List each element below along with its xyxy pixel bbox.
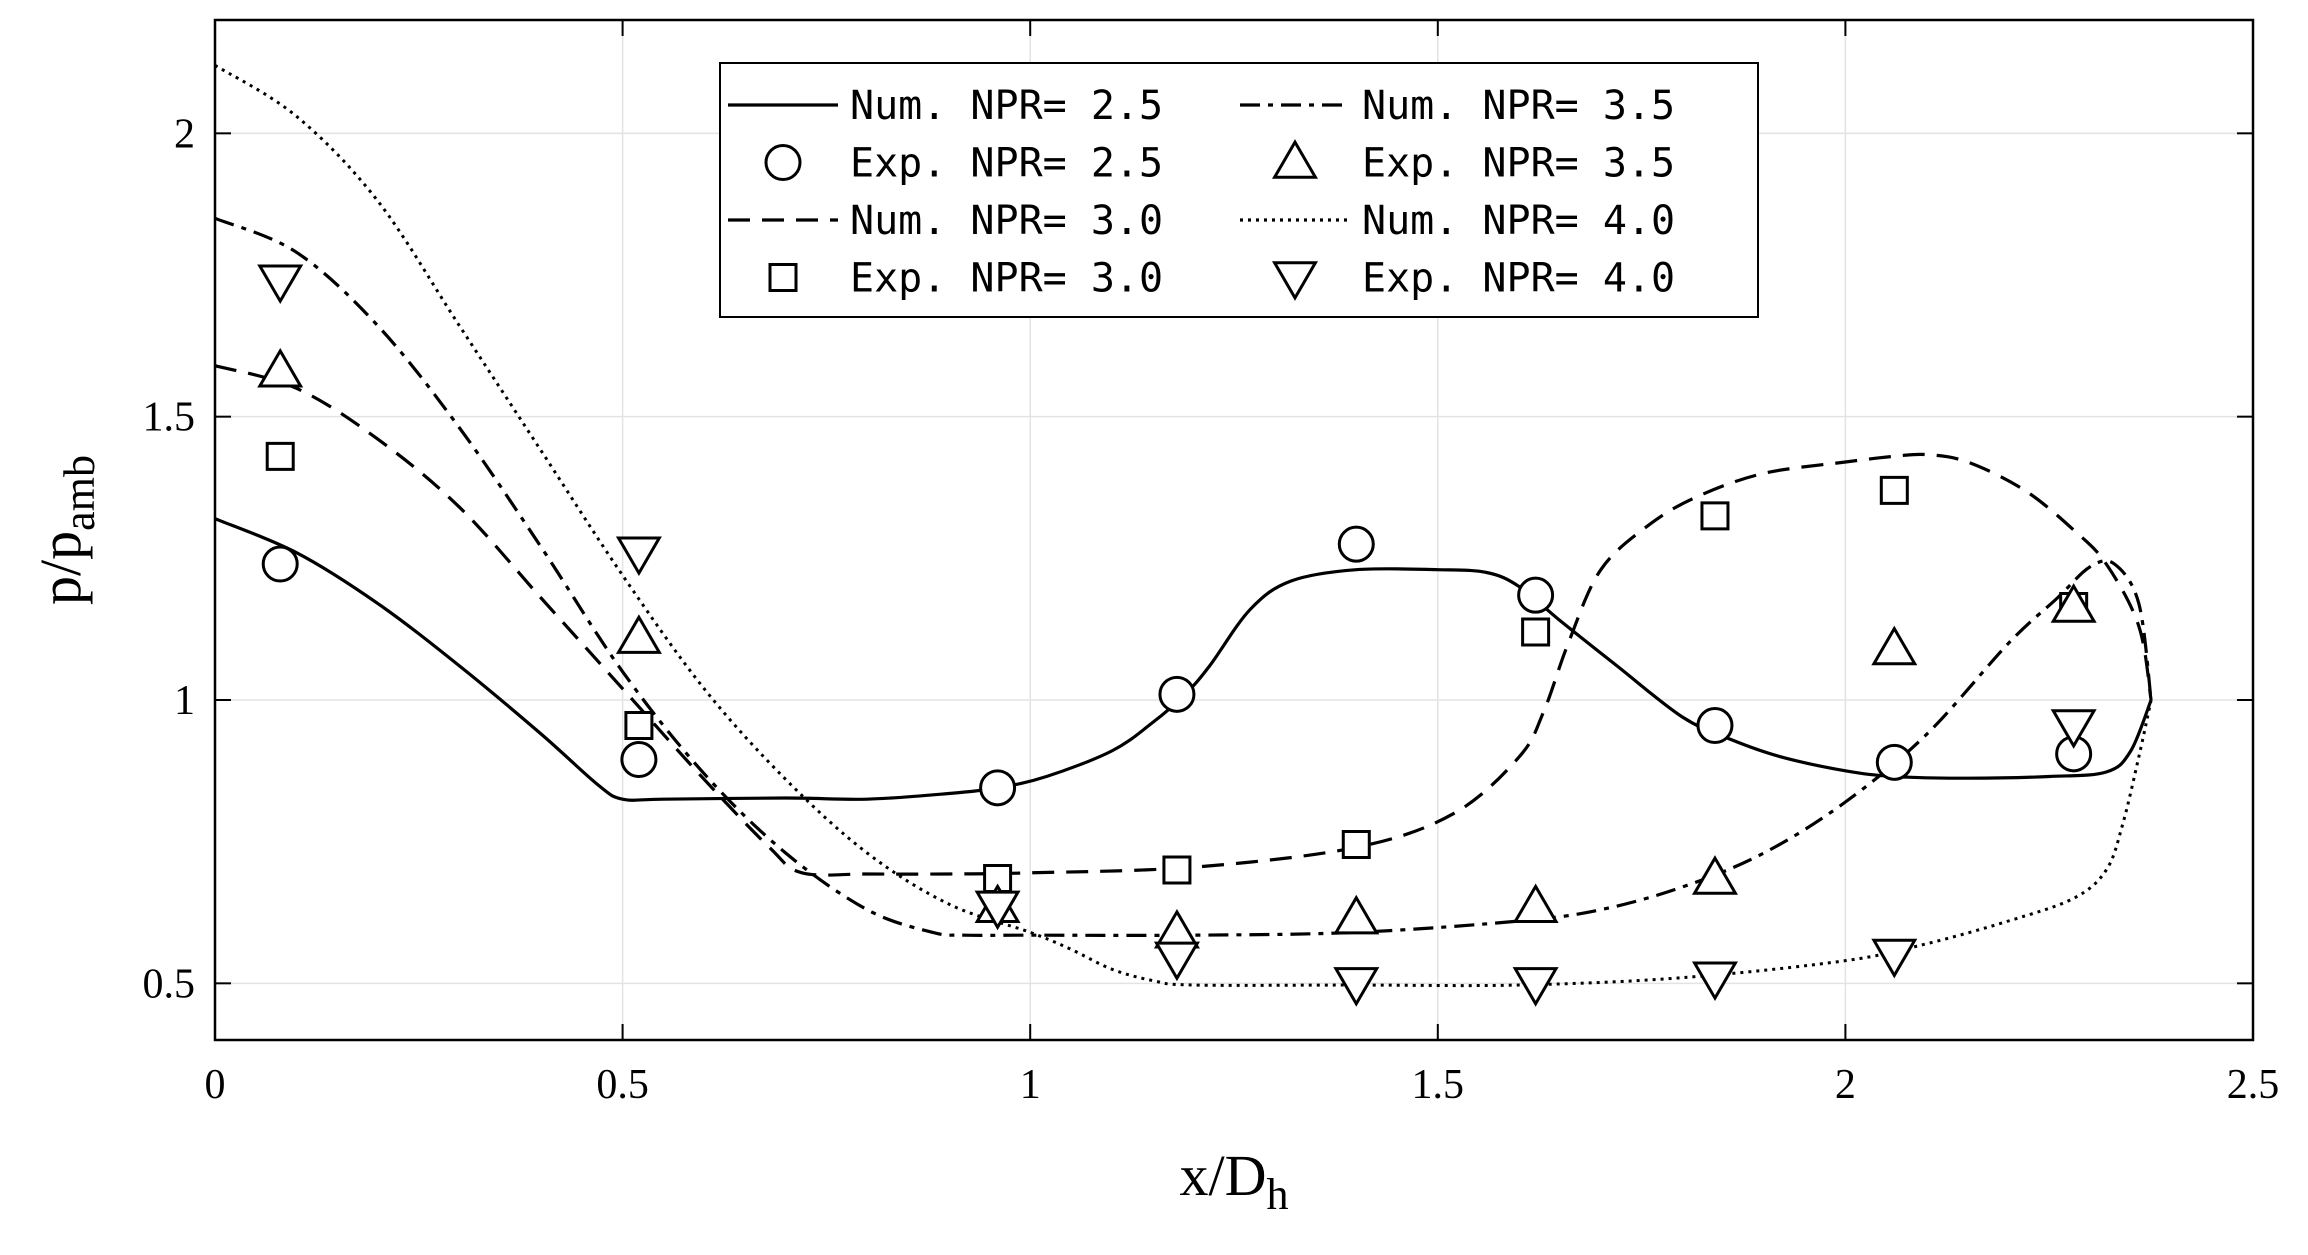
- data-point: [1521, 617, 1551, 647]
- data-point: [265, 441, 295, 471]
- data-point: [1512, 883, 1559, 924]
- y-axis-label-sub: amb: [55, 455, 104, 531]
- legend-item: Exp. NPR= 3.5: [1271, 139, 1675, 187]
- legend-marker-swatch: [1271, 261, 1319, 301]
- data-point: [620, 741, 658, 778]
- data-point: [1333, 894, 1380, 935]
- legend-marker-swatch: [764, 144, 802, 181]
- legend-item: Exp. NPR= 2.5: [764, 141, 1163, 187]
- data-point: [974, 890, 1021, 931]
- data-point: [1879, 475, 1909, 505]
- legend-label: Exp. NPR= 3.5: [1362, 141, 1675, 187]
- legend: Num. NPR= 2.5 Exp. NPR= 2.5 Num. NPR= 3.0 E…: [719, 62, 1759, 318]
- legend-item: Num. NPR= 3.5: [1240, 83, 1675, 129]
- x-tick-label: 0: [205, 1062, 226, 1108]
- y-axis-label: p/pamb: [28, 455, 104, 605]
- series-markers-8: [257, 264, 2097, 1007]
- data-point: [979, 769, 1017, 807]
- legend-item: Num. NPR= 2.5: [728, 83, 1163, 129]
- data-point: [257, 264, 304, 305]
- legend-box: [719, 62, 1759, 318]
- data-point: [615, 614, 662, 654]
- data-point: [615, 536, 662, 577]
- data-point: [2050, 583, 2097, 623]
- data-point: [1696, 707, 1734, 744]
- plot-frame: [213, 18, 2255, 1042]
- legend-item: Num. NPR= 4.0: [1240, 198, 1675, 244]
- y-tick-label: 1.5: [143, 395, 196, 441]
- data-point: [1691, 961, 1738, 1002]
- data-point: [257, 347, 304, 388]
- x-axis-label-sub: h: [1267, 1170, 1289, 1219]
- legend-marker-swatch: [1271, 139, 1319, 179]
- x-tick-label: 1.5: [1412, 1062, 1465, 1108]
- data-point: [1517, 576, 1555, 614]
- data-point: [1871, 938, 1918, 979]
- legend-label: Exp. NPR= 3.0: [850, 256, 1163, 302]
- data-point: [1153, 941, 1200, 982]
- data-point: [1691, 855, 1738, 895]
- y-tick-label: 0.5: [143, 961, 196, 1007]
- data-point: [1162, 855, 1192, 885]
- legend-item: Exp. NPR= 3.0: [768, 256, 1163, 302]
- legend-item: Exp. NPR= 4.0: [1271, 256, 1675, 302]
- series-line-3: [214, 364, 2153, 877]
- legend-label: Num. NPR= 4.0: [1362, 198, 1675, 244]
- y-tick-label: 2: [174, 111, 195, 157]
- legend-marker-swatch: [768, 263, 798, 292]
- series-markers-4: [265, 441, 2089, 893]
- data-point: [1333, 967, 1380, 1007]
- data-point: [1158, 675, 1196, 713]
- legend-label: Exp. NPR= 4.0: [1362, 256, 1675, 302]
- x-tick-label: 2: [1835, 1062, 1856, 1108]
- data-point: [1512, 967, 1559, 1007]
- plot-series: [214, 64, 2153, 1007]
- y-axis-label-main: p/p: [28, 531, 93, 605]
- x-tick-label: 0.5: [596, 1062, 649, 1108]
- series-line-5: [214, 216, 2153, 937]
- data-point: [261, 545, 299, 583]
- legend-label: Num. NPR= 3.5: [1362, 83, 1675, 129]
- data-point: [1871, 625, 1918, 666]
- series-line-1: [214, 517, 2153, 802]
- series-line-7: [214, 64, 2153, 988]
- x-axis-label-main: x/D: [1180, 1143, 1267, 1208]
- legend-label: Num. NPR= 3.0: [850, 198, 1163, 244]
- legend-label: Exp. NPR= 2.5: [850, 141, 1163, 187]
- series-markers-2: [261, 525, 2093, 807]
- y-tick-label: 1: [174, 678, 195, 724]
- data-point: [1341, 830, 1371, 859]
- data-point: [1700, 501, 1730, 531]
- legend-label: Num. NPR= 2.5: [850, 83, 1163, 129]
- data-point: [624, 711, 654, 740]
- x-tick-label: 1: [1020, 1062, 1041, 1108]
- data-point: [2050, 709, 2097, 749]
- axis-ticks: 0 0.5 1 1.5 2 2.5 0.5 1 1.5 2: [143, 20, 2280, 1108]
- legend-item: Num. NPR= 3.0: [728, 198, 1163, 244]
- x-axis-label: x/Dh: [1180, 1143, 1289, 1219]
- data-point: [1875, 743, 1913, 781]
- x-tick-label: 2.5: [2227, 1062, 2280, 1108]
- data-point: [1337, 525, 1375, 563]
